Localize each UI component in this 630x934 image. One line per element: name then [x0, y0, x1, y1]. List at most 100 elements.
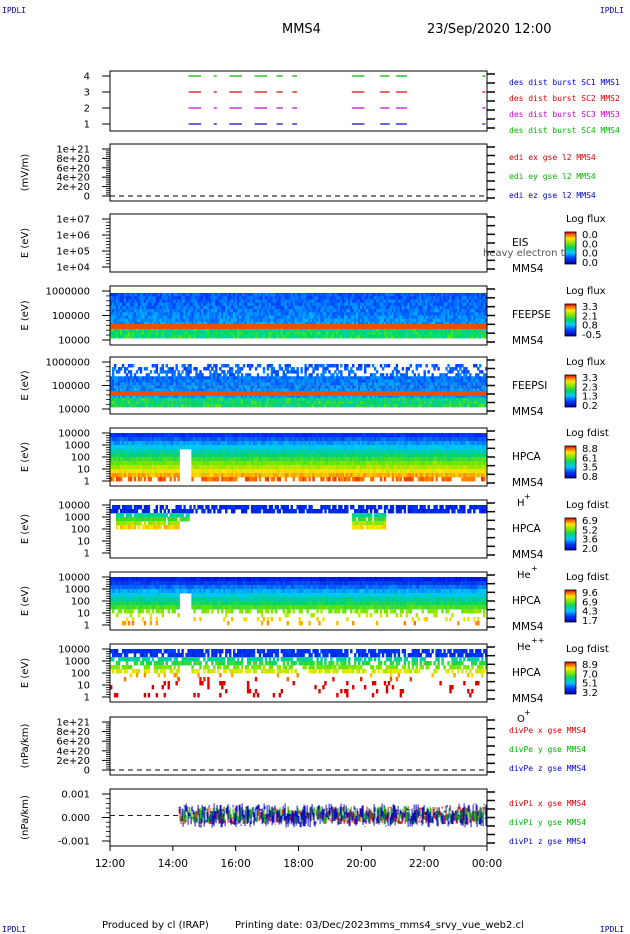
spectrogram-cell: [151, 334, 155, 339]
spectrogram-cell: [256, 394, 260, 399]
spectrogram-cell: [371, 299, 375, 304]
spectrogram-cell: [284, 364, 287, 368]
spectrogram-cell: [415, 376, 418, 380]
spectrogram-cell: [367, 400, 371, 405]
spectrogram-cell: [227, 400, 230, 405]
spectrogram-cell: [149, 296, 153, 300]
spectrogram-cell: [236, 397, 240, 402]
spectrogram-cell: [177, 321, 180, 326]
spectrogram-cell: [153, 328, 157, 332]
spectrogram-cell: [137, 309, 141, 313]
spectrogram-cell: [423, 379, 426, 383]
spectrogram-cell: [318, 400, 321, 405]
spectrogram-cell: [191, 388, 194, 393]
spectrogram-cell: [161, 403, 164, 408]
spectrogram-cell: [113, 400, 117, 405]
spectrogram-cell: [457, 373, 460, 377]
spectrogram-cell: [209, 328, 212, 332]
spectrogram-cell: [286, 299, 289, 304]
spectrogram-cell: [431, 364, 434, 368]
spectrogram-cell: [356, 394, 359, 399]
spectrogram-cell: [401, 397, 405, 402]
spectrogram-cell: [306, 315, 309, 320]
spectrogram-cell: [227, 296, 230, 300]
spectrogram-cell: [284, 388, 287, 393]
spectrogram-cell: [375, 382, 379, 386]
spectrogram-cell: [238, 397, 242, 402]
spectrogram-cell: [280, 309, 284, 313]
spectrogram-cell: [231, 328, 234, 332]
spectrogram-cell: [336, 400, 339, 405]
spectrogram-cell: [352, 334, 355, 339]
spectrogram-cell: [119, 315, 123, 320]
spectrogram-cell: [455, 373, 458, 377]
spectrogram-cell: [334, 364, 337, 368]
spectrogram-cell: [183, 403, 186, 408]
spectrogram-cell: [459, 321, 462, 326]
spectrogram-cell: [149, 312, 153, 316]
spectrogram-cell: [262, 293, 266, 297]
spectrogram-cell: [367, 302, 371, 307]
spectrogram-cell: [465, 302, 468, 307]
spectrogram-cell: [284, 397, 287, 402]
spectrogram-cell: [340, 397, 343, 402]
spectrogram-cell: [272, 397, 276, 402]
spectrogram-cell: [360, 328, 363, 332]
spectrogram-cell: [244, 385, 248, 389]
spectrogram-cell: [153, 305, 157, 310]
spectrogram-cell: [336, 312, 339, 316]
spectrogram-cell: [268, 397, 272, 402]
spectrogram-cell: [350, 334, 353, 339]
spectrogram-cell: [338, 318, 341, 323]
spectrogram-cell: [288, 397, 291, 402]
spectrogram-cell: [294, 400, 297, 405]
spectrogram-cell: [153, 370, 157, 374]
spectrogram-cell: [129, 376, 133, 380]
spectrogram-cell: [346, 382, 349, 386]
spectrogram-cell: [326, 382, 329, 386]
spectrogram-cell: [300, 385, 303, 389]
spectrogram-cell: [445, 376, 448, 380]
spectrogram-cell: [429, 299, 432, 304]
spectrogram-cell: [195, 315, 198, 320]
spectrogram-cell: [282, 385, 286, 389]
spectrogram-cell: [163, 370, 166, 374]
spectrogram-cell: [469, 328, 472, 332]
spectrogram-cell: [211, 293, 214, 297]
spectrogram-cell: [348, 293, 351, 297]
spectrogram-cell: [401, 376, 405, 380]
spectrogram-cell: [165, 394, 168, 399]
spectrogram-cell: [282, 312, 286, 316]
spectrogram-cell: [312, 403, 315, 408]
spectrogram-cell: [173, 302, 176, 307]
spectrogram-cell: [111, 318, 115, 323]
spectrogram-cell: [175, 296, 178, 300]
spectrogram-cell: [252, 382, 256, 386]
ytick-label: 10000: [58, 336, 90, 347]
spectrogram-cell: [403, 379, 407, 383]
spectrogram-cell: [238, 293, 242, 297]
spectrogram-cell: [110, 334, 113, 339]
spectrogram-cell: [179, 373, 182, 377]
spectrogram-cell: [409, 315, 412, 320]
spectrogram-cell: [417, 296, 420, 300]
spectrogram-cell: [445, 305, 448, 310]
spectrogram-cell: [167, 331, 170, 336]
spectrogram-cell: [346, 364, 349, 368]
spectrogram-cell: [248, 376, 252, 380]
spectrogram-cell: [350, 299, 353, 304]
spectrogram-cell: [457, 305, 460, 310]
spectrogram-cell: [213, 334, 216, 339]
spectrogram-cell: [441, 315, 444, 320]
spectrogram-cell: [209, 312, 212, 316]
spectrogram-cell: [300, 328, 303, 332]
spectrogram-cell: [155, 382, 159, 386]
spectrogram-cell: [320, 318, 323, 323]
spectrogram-cell: [211, 388, 214, 393]
spectrogram-cell: [373, 394, 377, 399]
spectrogram-cell: [215, 379, 218, 383]
spectrogram-cell: [199, 403, 202, 408]
spectrogram-cell: [310, 400, 313, 405]
spectrogram-cell: [473, 309, 476, 313]
spectrogram-cell: [264, 302, 268, 307]
